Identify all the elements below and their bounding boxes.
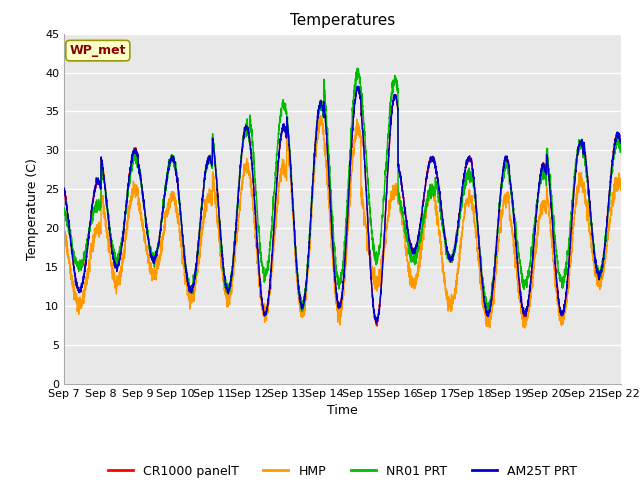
HMP	[564, 285, 572, 291]
AM25T PRT	[355, 84, 362, 89]
HMP	[60, 231, 68, 237]
NR01 PRT	[298, 309, 306, 314]
AM25T PRT	[397, 176, 404, 182]
NR01 PRT	[397, 204, 404, 209]
NR01 PRT	[354, 65, 362, 71]
NR01 PRT	[617, 147, 625, 153]
AM25T PRT	[60, 185, 68, 191]
NR01 PRT	[617, 146, 625, 152]
AM25T PRT	[617, 140, 625, 146]
CR1000 panelT	[397, 178, 404, 184]
NR01 PRT	[179, 239, 187, 244]
Text: WP_met: WP_met	[70, 44, 126, 57]
CR1000 panelT	[617, 137, 625, 143]
CR1000 panelT	[407, 243, 415, 249]
Line: CR1000 panelT: CR1000 panelT	[64, 86, 621, 326]
NR01 PRT	[216, 217, 223, 223]
CR1000 panelT	[60, 187, 68, 193]
AM25T PRT	[179, 241, 187, 247]
Title: Temperatures: Temperatures	[290, 13, 395, 28]
Legend: CR1000 panelT, HMP, NR01 PRT, AM25T PRT: CR1000 panelT, HMP, NR01 PRT, AM25T PRT	[102, 460, 582, 480]
CR1000 panelT	[216, 218, 223, 224]
CR1000 panelT	[179, 239, 187, 245]
HMP	[316, 113, 324, 119]
AM25T PRT	[617, 137, 625, 143]
X-axis label: Time: Time	[327, 405, 358, 418]
HMP	[521, 325, 529, 331]
HMP	[397, 203, 404, 208]
NR01 PRT	[407, 253, 415, 259]
HMP	[216, 229, 223, 235]
HMP	[179, 261, 187, 266]
HMP	[406, 267, 414, 273]
Line: AM25T PRT: AM25T PRT	[64, 86, 621, 323]
CR1000 panelT	[373, 323, 381, 329]
CR1000 panelT	[355, 84, 363, 89]
AM25T PRT	[216, 216, 223, 221]
HMP	[617, 187, 625, 193]
Y-axis label: Temperature (C): Temperature (C)	[26, 158, 40, 260]
AM25T PRT	[564, 270, 572, 276]
NR01 PRT	[564, 248, 572, 254]
AM25T PRT	[372, 320, 380, 326]
Line: NR01 PRT: NR01 PRT	[64, 68, 621, 312]
HMP	[617, 180, 625, 185]
CR1000 panelT	[617, 138, 625, 144]
AM25T PRT	[407, 243, 415, 249]
Line: HMP: HMP	[64, 116, 621, 328]
CR1000 panelT	[564, 273, 572, 278]
NR01 PRT	[60, 205, 68, 211]
